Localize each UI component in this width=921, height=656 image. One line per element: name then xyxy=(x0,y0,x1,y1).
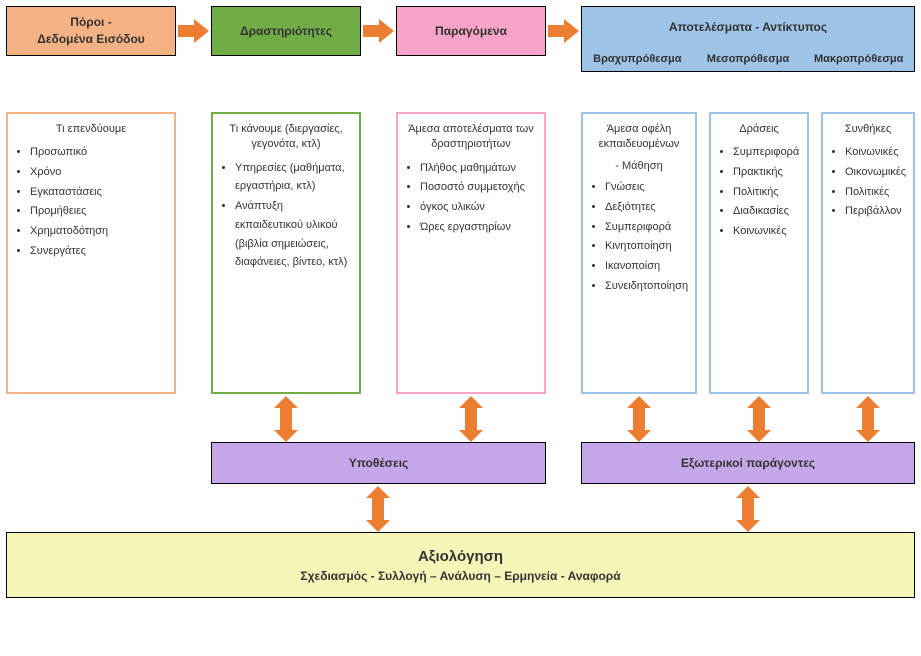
header-outcomes-sub-medium: Μεσοπρόθεσμα xyxy=(693,52,804,67)
list-item: Συμπεριφορά xyxy=(733,143,801,162)
header-resources: Πόροι -Δεδομένα Εισόδου xyxy=(6,6,176,56)
list-item: Συμπεριφορά xyxy=(605,218,689,237)
list-item: Κοινωνικές xyxy=(845,143,907,162)
list-item: Υπηρεσίες (μαθήματα, εργαστήρια, κτλ) xyxy=(235,159,353,196)
detail-activities-list: Υπηρεσίες (μαθήματα, εργαστήρια, κτλ)Ανά… xyxy=(219,159,353,272)
detail-activities-heading: Τι κάνουμε (διεργασίες, γεγονότα, κτλ) xyxy=(219,122,353,153)
list-item: Προσωπικό xyxy=(30,143,168,162)
header-activities-label: Δραστηριότητες xyxy=(240,23,332,40)
logic-model-diagram: Πόροι -Δεδομένα Εισόδου Δραστηριότητες Π… xyxy=(6,6,915,650)
detail-short-sub: - Μάθηση xyxy=(589,159,689,174)
list-item: Περιβάλλον xyxy=(845,202,907,221)
header-outcomes-sub-long: Μακροπρόθεσμα xyxy=(803,52,914,67)
detail-short-term: Άμεσα οφέλη εκπαιδευομένων - Μάθηση Γνώσ… xyxy=(581,112,697,394)
list-item: Ικανοποίση xyxy=(605,257,689,276)
header-outputs-label: Παραγόμενα xyxy=(435,23,507,40)
header-outcomes-label: Αποτελέσματα - Αντίκτυπος xyxy=(669,19,827,36)
detail-long-list: ΚοινωνικέςΟικονωμικέςΠολιτικέςΠεριβάλλον xyxy=(829,143,907,221)
assumptions-label: Υποθέσεις xyxy=(349,456,409,470)
list-item: Δεξιότητες xyxy=(605,198,689,217)
header-activities: Δραστηριότητες xyxy=(211,6,361,56)
list-item: Ανάπτυξη εκπαιδευτικού υλικού (βιβλία ση… xyxy=(235,197,353,272)
list-item: Χρόνο xyxy=(30,163,168,182)
detail-medium-list: ΣυμπεριφοράΠρακτικήςΠολιτικήςΔιαδικασίες… xyxy=(717,143,801,240)
detail-resources-heading: Τι επενδύουμε xyxy=(14,122,168,137)
detail-resources-list: ΠροσωπικόΧρόνοΕγκαταστάσειςΠρομήθειεςΧρη… xyxy=(14,143,168,260)
list-item: Συνεργάτες xyxy=(30,242,168,261)
detail-medium-term: Δράσεις ΣυμπεριφοράΠρακτικήςΠολιτικήςΔια… xyxy=(709,112,809,394)
list-item: Γνώσεις xyxy=(605,178,689,197)
list-item: Πρακτικής xyxy=(733,163,801,182)
detail-resources: Τι επενδύουμε ΠροσωπικόΧρόνοΕγκαταστάσει… xyxy=(6,112,176,394)
header-outputs: Παραγόμενα xyxy=(396,6,546,56)
evaluation-box: Αξιολόγηση Σχεδιασμός - Συλλογή – Ανάλυσ… xyxy=(6,532,915,598)
assumptions-box: Υποθέσεις xyxy=(211,442,546,484)
detail-outputs-list: Πλήθος μαθημάτωνΠοσοστό συμμετοχήςόγκος … xyxy=(404,159,538,237)
detail-short-list: ΓνώσειςΔεξιότητεςΣυμπεριφοράΚινητοποίηση… xyxy=(589,178,689,295)
list-item: Κινητοποίηση xyxy=(605,237,689,256)
header-outcomes: Αποτελέσματα - Αντίκτυπος Βραχυπρόθεσμα … xyxy=(581,6,915,72)
list-item: όγκος υλικών xyxy=(420,198,538,217)
list-item: Διαδικασίες xyxy=(733,202,801,221)
list-item: Εγκαταστάσεις xyxy=(30,183,168,202)
detail-outputs-heading: Άμεσα αποτελέσματα των δραστηριοτήτων xyxy=(404,122,538,153)
list-item: Κοινωνικές xyxy=(733,222,801,241)
list-item: Προμήθειες xyxy=(30,202,168,221)
header-outcomes-sub-short: Βραχυπρόθεσμα xyxy=(582,52,693,67)
list-item: Πλήθος μαθημάτων xyxy=(420,159,538,178)
header-resources-label: Πόροι -Δεδομένα Εισόδου xyxy=(37,14,145,48)
evaluation-subtitle: Σχεδιασμός - Συλλογή – Ανάλυση – Ερμηνεί… xyxy=(300,569,620,583)
list-item: Πολιτικές xyxy=(845,183,907,202)
detail-activities: Τι κάνουμε (διεργασίες, γεγονότα, κτλ) Υ… xyxy=(211,112,361,394)
list-item: Ώρες εργαστηρίων xyxy=(420,218,538,237)
detail-outputs: Άμεσα αποτελέσματα των δραστηριοτήτων Πλ… xyxy=(396,112,546,394)
evaluation-title: Αξιολόγηση xyxy=(418,548,503,565)
external-factors-label: Εξωτερικοί παράγοντες xyxy=(681,456,815,470)
list-item: Οικονωμικές xyxy=(845,163,907,182)
detail-medium-heading: Δράσεις xyxy=(717,122,801,137)
list-item: Πολιτικής xyxy=(733,183,801,202)
detail-short-heading: Άμεσα οφέλη εκπαιδευομένων xyxy=(589,122,689,153)
detail-long-term: Συνθήκες ΚοινωνικέςΟικονωμικέςΠολιτικέςΠ… xyxy=(821,112,915,394)
external-factors-box: Εξωτερικοί παράγοντες xyxy=(581,442,915,484)
list-item: Ποσοστό συμμετοχής xyxy=(420,178,538,197)
list-item: Χρηματοδότηση xyxy=(30,222,168,241)
list-item: Συνειδητοποίηση xyxy=(605,277,689,296)
detail-long-heading: Συνθήκες xyxy=(829,122,907,137)
